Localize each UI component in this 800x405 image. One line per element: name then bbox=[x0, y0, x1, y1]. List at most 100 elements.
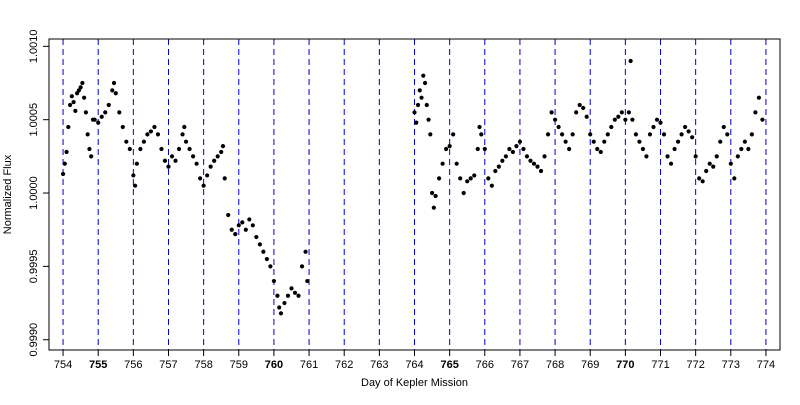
data-point bbox=[73, 108, 78, 113]
data-point bbox=[623, 117, 628, 122]
data-point bbox=[742, 139, 747, 144]
data-point bbox=[169, 154, 175, 159]
data-point bbox=[489, 183, 494, 188]
data-point bbox=[233, 232, 238, 237]
data-point bbox=[219, 149, 224, 155]
data-point bbox=[668, 161, 674, 166]
data-point bbox=[289, 286, 294, 291]
data-point bbox=[528, 158, 533, 163]
data-point bbox=[545, 132, 551, 137]
data-point bbox=[120, 124, 125, 130]
data-point bbox=[176, 146, 182, 152]
x-tick-label: 756 bbox=[124, 359, 142, 371]
data-point bbox=[285, 293, 291, 298]
data-point bbox=[433, 193, 438, 199]
data-point bbox=[85, 132, 90, 137]
data-point bbox=[637, 139, 642, 144]
data-point bbox=[700, 179, 705, 184]
x-tick-label: 757 bbox=[159, 359, 177, 371]
data-point bbox=[437, 176, 442, 181]
data-point bbox=[208, 164, 213, 169]
x-tick-label: 758 bbox=[194, 359, 212, 371]
data-point bbox=[517, 139, 523, 144]
data-point bbox=[447, 143, 452, 149]
data-point bbox=[282, 300, 287, 306]
data-point bbox=[679, 132, 684, 137]
data-point bbox=[429, 190, 435, 196]
data-point bbox=[732, 176, 737, 181]
data-point bbox=[633, 132, 639, 137]
data-point bbox=[99, 114, 104, 119]
data-point bbox=[187, 146, 192, 152]
data-point bbox=[141, 139, 146, 144]
data-point bbox=[500, 158, 505, 163]
x-tick-label: 765 bbox=[440, 359, 458, 371]
data-point bbox=[472, 173, 477, 178]
data-point bbox=[96, 120, 101, 125]
data-point bbox=[482, 146, 487, 152]
data-point bbox=[749, 132, 754, 137]
data-point bbox=[588, 132, 593, 137]
data-point bbox=[739, 146, 744, 152]
data-point bbox=[80, 80, 85, 86]
data-point bbox=[693, 154, 698, 159]
x-tick-label: 759 bbox=[230, 359, 248, 371]
data-point bbox=[277, 305, 282, 310]
x-tick-label: 754 bbox=[54, 359, 72, 371]
data-point bbox=[609, 124, 614, 130]
data-point bbox=[514, 143, 519, 149]
data-point bbox=[155, 132, 161, 137]
data-point bbox=[236, 223, 241, 228]
y-tick-label: 1.0005 bbox=[28, 103, 40, 137]
data-point bbox=[521, 146, 526, 152]
data-point bbox=[475, 146, 480, 152]
data-point bbox=[507, 146, 512, 152]
data-point bbox=[264, 256, 269, 262]
y-axis-title: Normalized Flux bbox=[2, 154, 14, 234]
data-point bbox=[577, 102, 582, 108]
data-point bbox=[417, 88, 422, 93]
x-tick-label: 768 bbox=[546, 359, 564, 371]
data-point bbox=[644, 154, 649, 159]
data-point bbox=[707, 161, 712, 166]
data-point bbox=[428, 132, 433, 137]
data-point bbox=[556, 124, 561, 130]
x-tick-label: 762 bbox=[335, 359, 353, 371]
data-point bbox=[574, 110, 579, 115]
data-point bbox=[503, 154, 508, 159]
data-point bbox=[201, 183, 206, 188]
data-point bbox=[477, 124, 482, 130]
data-point bbox=[124, 139, 129, 144]
data-point bbox=[683, 124, 688, 130]
data-point bbox=[746, 146, 751, 152]
data-point bbox=[531, 161, 537, 166]
data-point bbox=[134, 161, 139, 166]
data-point bbox=[563, 139, 568, 144]
data-point bbox=[686, 129, 691, 134]
data-point bbox=[444, 146, 449, 152]
data-point bbox=[760, 117, 765, 122]
data-point bbox=[605, 132, 610, 137]
data-point bbox=[254, 234, 259, 240]
data-point bbox=[92, 117, 97, 122]
data-point bbox=[60, 171, 66, 177]
data-point bbox=[431, 205, 436, 210]
data-point bbox=[62, 161, 67, 166]
data-point bbox=[630, 117, 635, 122]
data-point bbox=[647, 132, 653, 137]
data-point bbox=[173, 158, 178, 163]
y-tick-label: 1.0000 bbox=[28, 176, 40, 210]
data-point bbox=[148, 129, 154, 134]
data-point bbox=[651, 124, 656, 130]
data-point bbox=[721, 124, 726, 130]
data-point bbox=[66, 124, 71, 130]
data-point bbox=[198, 176, 203, 181]
data-point bbox=[180, 132, 185, 137]
data-point bbox=[305, 278, 310, 284]
data-point bbox=[110, 88, 115, 93]
data-point bbox=[654, 117, 660, 122]
data-points bbox=[60, 58, 765, 316]
data-point bbox=[581, 105, 586, 111]
x-axis-title: Day of Kepler Mission bbox=[361, 377, 468, 389]
